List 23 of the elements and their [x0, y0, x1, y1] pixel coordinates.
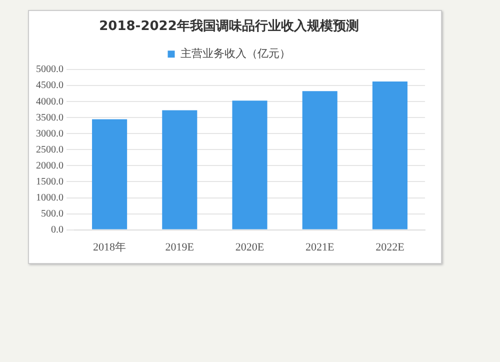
- y-tick-label: 500.0: [41, 208, 64, 220]
- x-tick-label: 2020E: [235, 241, 264, 254]
- y-tick-label: 4000.0: [36, 96, 64, 108]
- y-tick-label: 3500.0: [36, 112, 64, 124]
- y-tick-label: 2000.0: [36, 160, 64, 172]
- x-tick-label: 2021E: [305, 241, 334, 254]
- y-tick-label: 4500.0: [36, 80, 64, 92]
- bar: [162, 110, 198, 230]
- bar: [232, 100, 268, 230]
- y-tick-label: 3000.0: [36, 128, 64, 140]
- y-tick-label: 2500.0: [36, 144, 64, 156]
- y-tick-label: 1000.0: [36, 192, 64, 204]
- x-tick-label: 2018年: [93, 241, 126, 254]
- x-tick-label: 2019E: [165, 241, 194, 254]
- y-tick-label: 1500.0: [36, 176, 64, 188]
- x-tick-label: 2022E: [376, 241, 405, 254]
- chart-title: 2018-2022年我国调味品行业收入规模预测: [99, 18, 359, 34]
- bar: [372, 81, 408, 230]
- bar: [92, 119, 128, 230]
- bar: [302, 91, 338, 230]
- y-tick-label: 0.0: [51, 224, 64, 236]
- y-tick-label: 5000.0: [36, 64, 64, 76]
- legend-label: 主营业务收入（亿元）: [180, 46, 290, 60]
